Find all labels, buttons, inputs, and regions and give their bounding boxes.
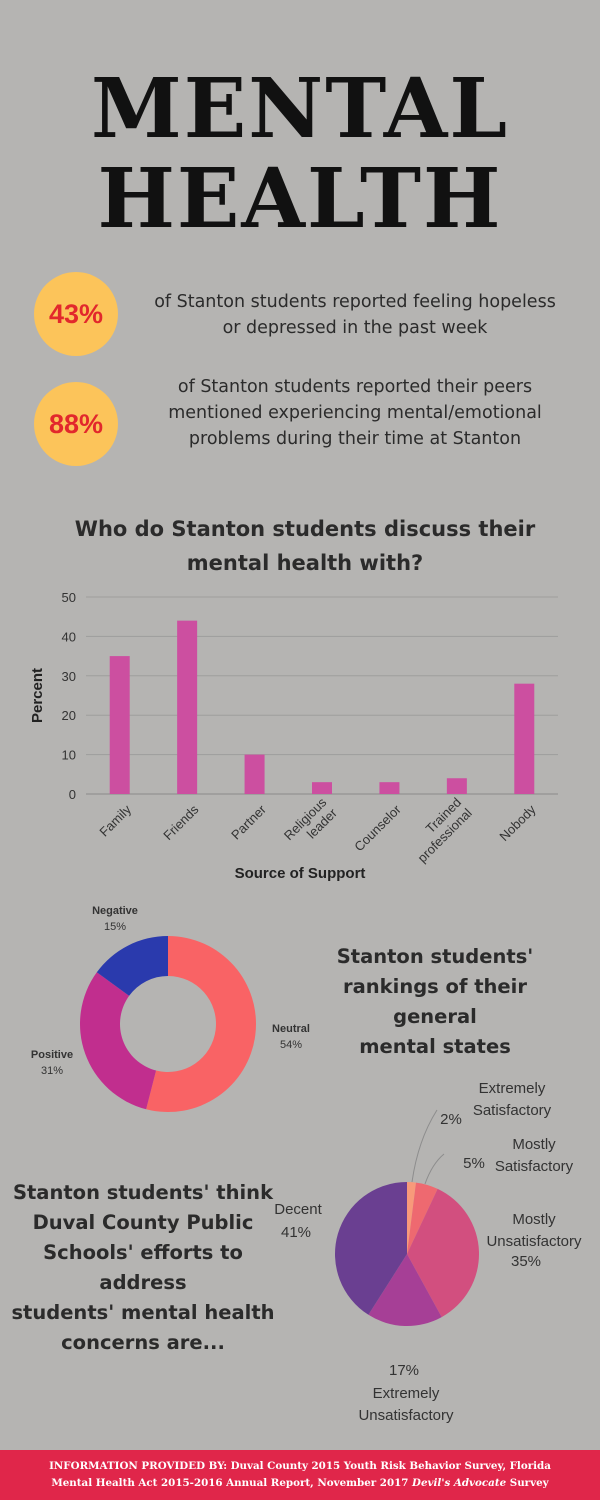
pie-label-name: Extremely — [479, 1080, 546, 1097]
source-footer: INFORMATION PROVIDED BY: Duval County 20… — [0, 1450, 600, 1500]
bar-friends — [177, 620, 198, 794]
pie-label-name: Extremely — [373, 1385, 440, 1402]
x-tick-label-line: Family — [96, 801, 134, 839]
x-tick-label: Nobody — [496, 801, 539, 844]
footer-publication-name: Devil's Advocate — [412, 1477, 507, 1489]
donut-slice-negative — [96, 936, 168, 996]
stat-line: problems during their time at Stanton — [188, 429, 522, 449]
page-title-line-2: HEALTH — [97, 151, 503, 247]
pie-label-name: Satisfactory — [495, 1158, 574, 1175]
donut-label-name: Neutral — [272, 1023, 310, 1035]
pie-title-line: students' mental health — [11, 1301, 275, 1324]
pie-label-value: 2% — [440, 1111, 462, 1128]
y-tick-label: 40 — [62, 629, 76, 644]
stat-line: of Stanton students reported their peers — [177, 377, 533, 397]
donut-label-value: 15% — [104, 921, 126, 933]
donut-chart: Neutral 54% Positive 31% Negative 15% — [31, 905, 310, 1112]
x-axis-label: Source of Support — [235, 865, 366, 882]
stat-line: of Stanton students reported feeling hop… — [154, 292, 556, 312]
pie-title-line: Stanton students' think — [12, 1181, 274, 1204]
y-tick-label: 0 — [69, 787, 76, 802]
pie-label-value: 17% — [389, 1362, 419, 1379]
pie-label-value: 41% — [281, 1224, 311, 1241]
stat-line: mentioned experiencing mental/emotional — [168, 403, 542, 423]
donut-label-value: 31% — [41, 1065, 63, 1077]
x-tick-label-line: Friends — [160, 801, 202, 843]
pie-label-value: 35% — [511, 1253, 541, 1270]
bar-partner — [244, 754, 265, 794]
x-tick-label: Religiousleader — [281, 794, 341, 854]
bar-counselor — [379, 782, 400, 794]
x-tick-label: Counselor — [351, 801, 404, 854]
bar-chart: 0 10 20 30 40 50 Family Friends Partner Religious… — [29, 590, 558, 882]
pie-label-name: Decent — [274, 1201, 322, 1218]
donut-label-value: 54% — [280, 1039, 302, 1051]
pie-label-value: 5% — [463, 1155, 485, 1172]
donut-title-line: Stanton students' — [336, 945, 534, 968]
pie-slice-mostly-unsatisfactory — [407, 1188, 479, 1318]
stat-description-peers: of Stanton students reported their peers… — [135, 374, 575, 452]
donut-title-line: rankings of their general — [343, 975, 527, 1028]
x-tick-label: Trainedprofessional — [404, 795, 475, 866]
pie-chart-title: Stanton students' think Duval County Pub… — [8, 1178, 278, 1358]
stat-line: or depressed in the past week — [222, 318, 488, 338]
pie-label-name: Mostly — [512, 1136, 556, 1153]
pie-title-line: Duval County Public — [32, 1211, 254, 1234]
footer-line-2a: Mental Health Act 2015-2016 Annual Repor… — [51, 1477, 413, 1489]
x-tick-label: Friends — [160, 801, 202, 843]
x-tick-label: Family — [96, 801, 134, 839]
pie-slice-mostly-satisfactory — [407, 1182, 438, 1254]
bar-trained-professional — [446, 778, 467, 794]
stat-badge-hopeless: 43% — [34, 272, 118, 356]
donut-label-name: Negative — [92, 905, 138, 917]
bar-family — [109, 656, 130, 794]
y-tick-label: 50 — [62, 590, 76, 605]
pie-title-line: Schools' efforts to address — [43, 1241, 243, 1294]
footer-line-1: INFORMATION PROVIDED BY: Duval County 20… — [49, 1460, 551, 1472]
donut-slice-neutral — [146, 936, 257, 1112]
pie-title-line: concerns are... — [61, 1331, 225, 1354]
y-tick-label: 10 — [62, 748, 76, 763]
footer-line-2: Mental Health Act 2015-2016 Annual Repor… — [0, 1475, 600, 1492]
bar-religious-leader — [312, 782, 332, 794]
bar-nobody — [514, 683, 535, 794]
donut-label-name: Positive — [31, 1049, 73, 1061]
x-tick-label-line: Partner — [228, 801, 269, 842]
footer-line-2c: Survey — [506, 1477, 549, 1489]
pie-slice-extremely-satisfactory — [407, 1182, 417, 1254]
x-tick-label: Partner — [228, 801, 269, 842]
donut-chart-title: Stanton students' rankings of their gene… — [300, 942, 570, 1062]
pie-chart: Extremely Satisfactory 2% Mostly Satisfactor… — [274, 1080, 582, 1424]
pie-label-name: Satisfactory — [473, 1102, 552, 1119]
pie-slice-extremely-unsatisfactory — [368, 1254, 442, 1326]
bar-chart-title: Who do Stanton students discuss their me… — [74, 517, 536, 575]
y-axis-label: Percent — [29, 668, 46, 723]
pie-leader-line — [411, 1109, 438, 1183]
donut-slice-positive — [79, 972, 157, 1110]
pie-label-name: Unsatisfactory — [486, 1233, 582, 1250]
stat-badge-peers: 88% — [34, 382, 118, 466]
donut-title-line: mental states — [359, 1035, 511, 1058]
pie-slice-decent — [334, 1182, 407, 1315]
y-tick-label: 30 — [62, 669, 76, 684]
y-tick-label: 20 — [62, 708, 76, 723]
x-tick-label-line: Nobody — [496, 801, 539, 844]
pie-label-name: Mostly — [512, 1211, 556, 1228]
page-title-line-1: MENTAL — [90, 61, 510, 157]
stat-description-hopeless: of Stanton students reported feeling hop… — [135, 289, 575, 341]
x-tick-label-line: Counselor — [351, 801, 404, 854]
pie-label-name: Unsatisfactory — [358, 1407, 454, 1424]
pie-leader-line — [424, 1153, 445, 1185]
